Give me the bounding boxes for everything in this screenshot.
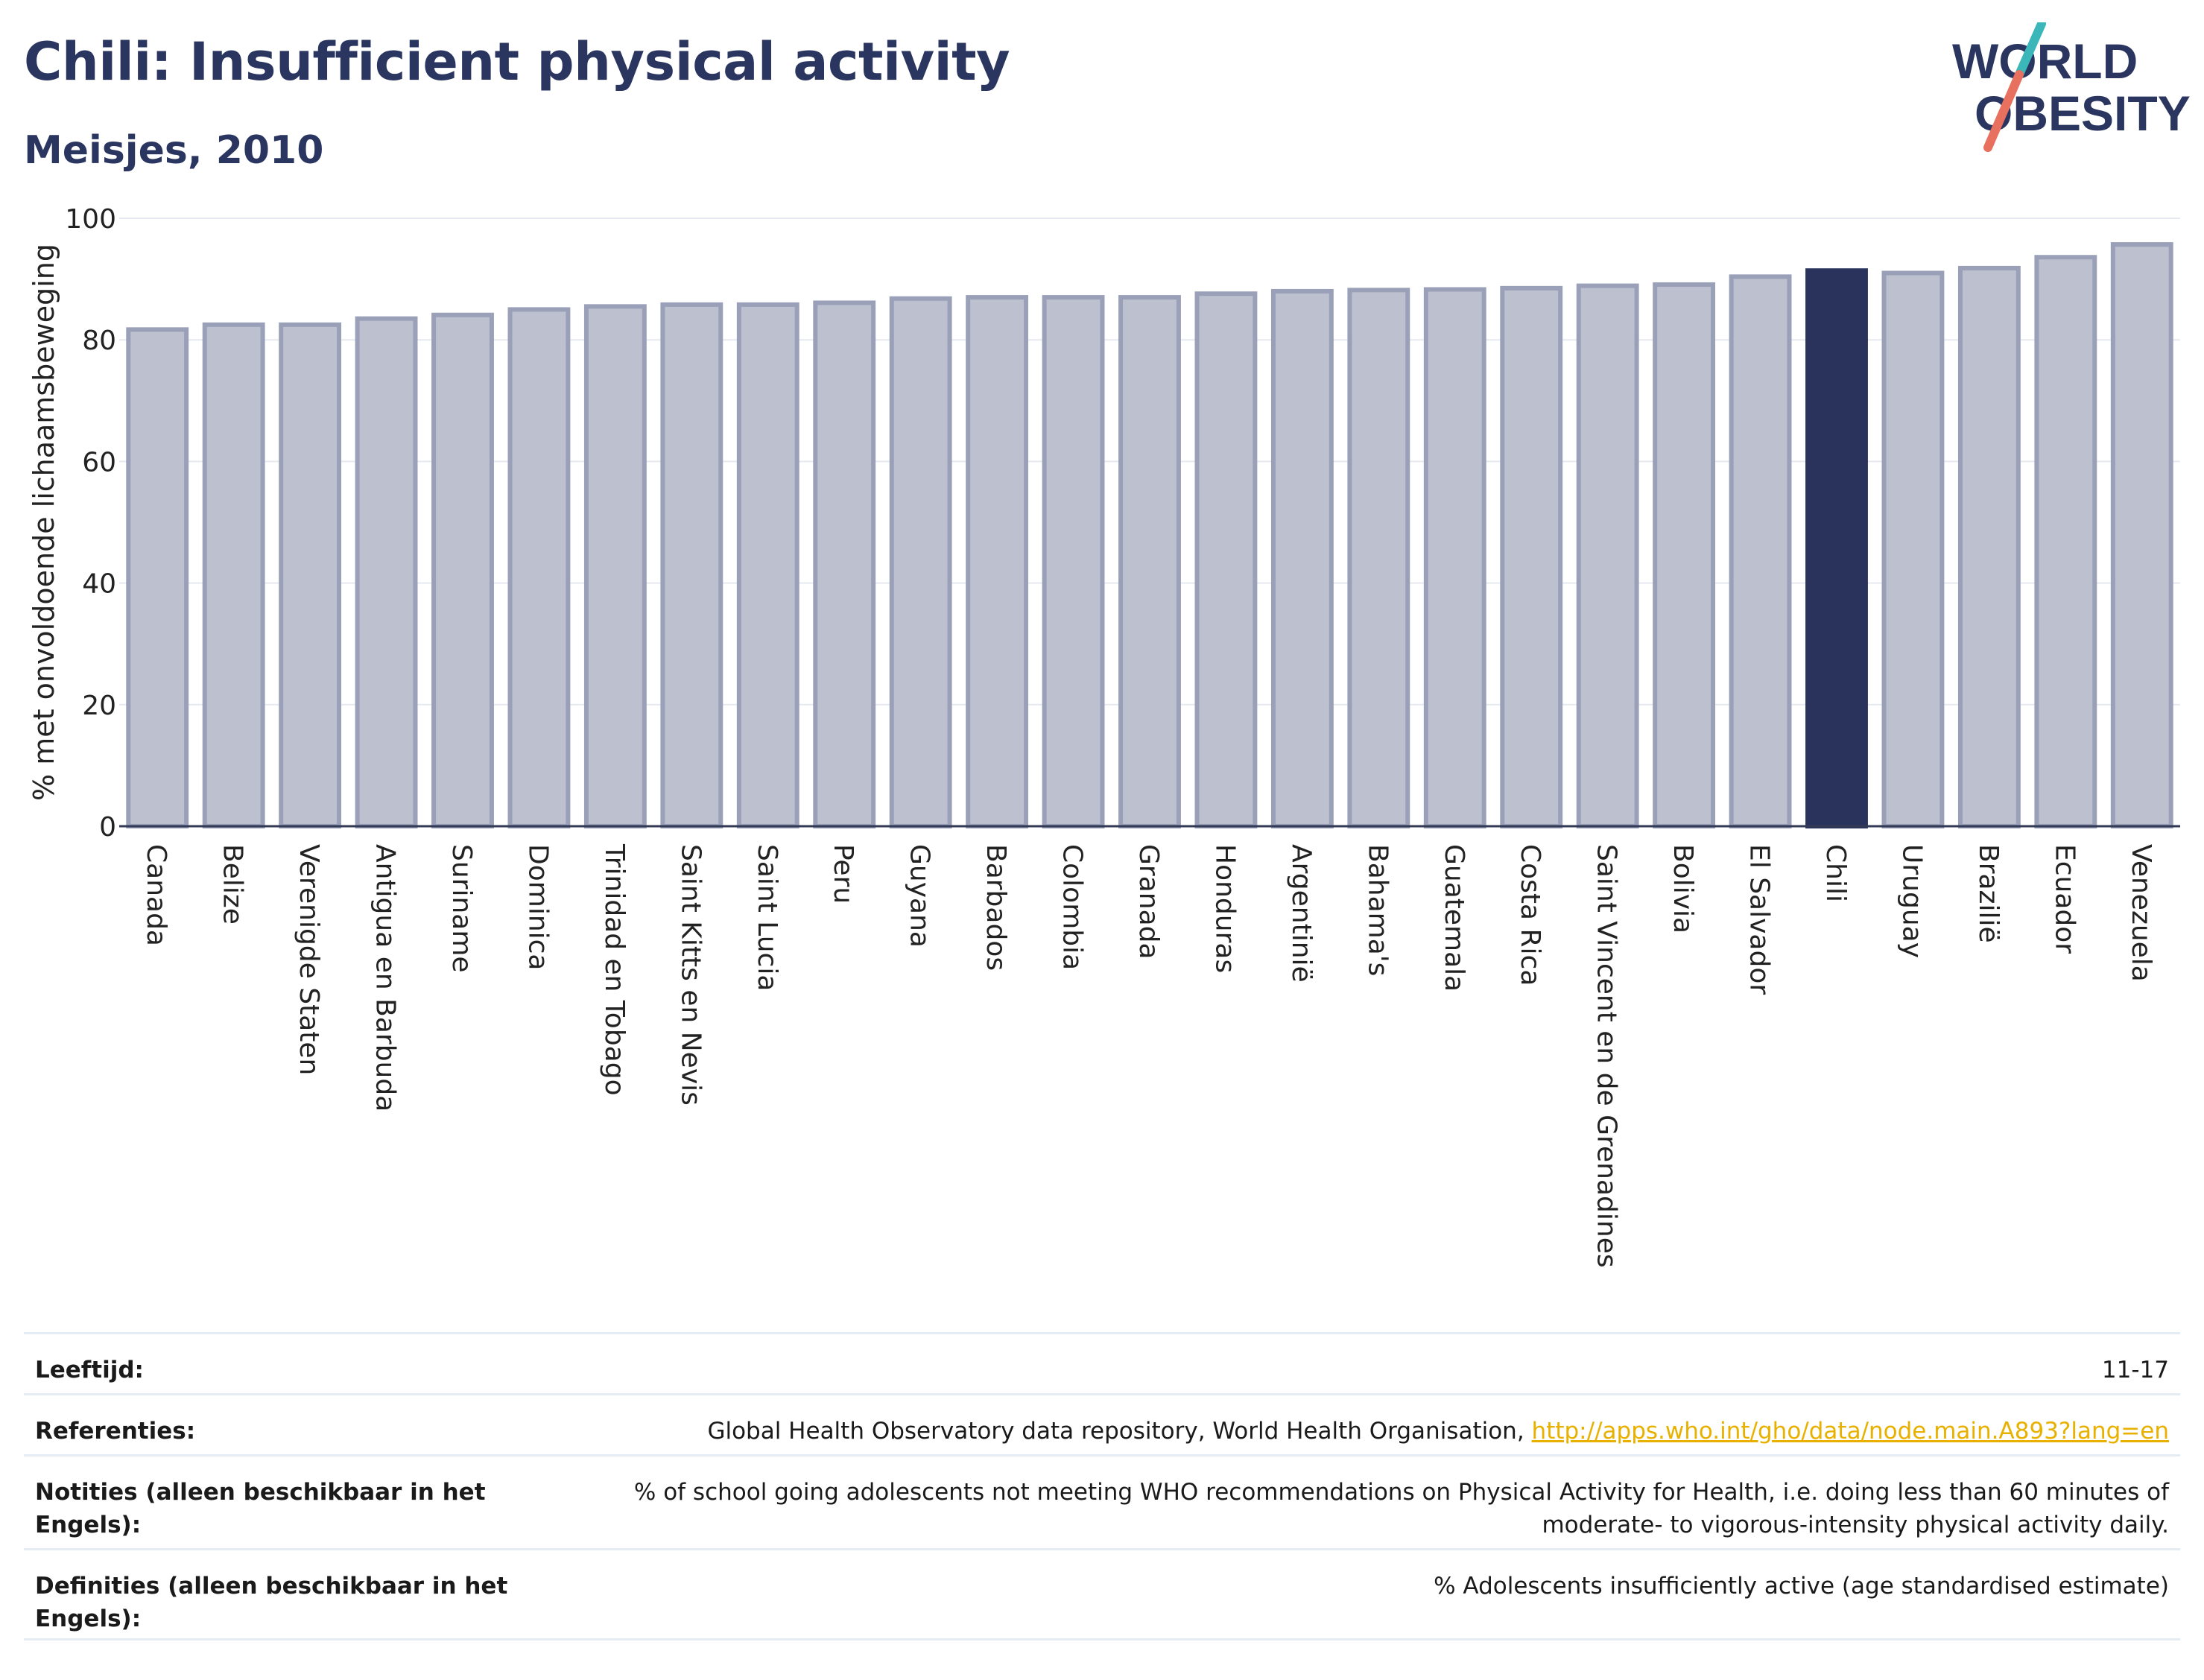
references-text: Global Health Observatory data repositor… xyxy=(707,1418,1532,1445)
bar xyxy=(813,300,876,828)
logo-slash-teal xyxy=(2015,22,2046,79)
y-tick-label: 60 xyxy=(82,447,116,478)
x-tick-label: Guyana xyxy=(905,844,935,948)
x-tick-label: Saint Vincent en de Grenadines xyxy=(1592,844,1622,1268)
footer-label-definitions: Definities (alleen beschikbaar in het En… xyxy=(35,1573,508,1632)
bar-chart: 0 20 40 60 80 100% met onvoldoende lichaamsbe… xyxy=(28,204,2180,1268)
footer-value-notes: % of school going adolescents not meetin… xyxy=(633,1479,2169,1538)
x-tick-label: Bolivia xyxy=(1668,844,1698,933)
x-tick-label: Guatemala xyxy=(1439,844,1469,992)
bar xyxy=(202,322,265,828)
x-tick-label: Saint Lucia xyxy=(752,844,782,991)
x-tick-label: Canada xyxy=(141,844,171,946)
footer-label-references: Referenties: xyxy=(35,1418,196,1445)
y-tick-label: 40 xyxy=(82,569,116,600)
logo-line1: WORLD xyxy=(1952,34,2138,89)
x-tick-label: Costa Rica xyxy=(1515,844,1545,986)
bar xyxy=(1270,288,1334,829)
x-tick-label: Ecuador xyxy=(2049,844,2080,954)
x-tick-label: Chili xyxy=(1820,844,1851,902)
footer-row-age: Leeftijd: 11-17 xyxy=(24,1332,2180,1393)
chart-subtitle: Meisjes, 2010 xyxy=(24,128,324,173)
y-tick-label: 100 xyxy=(65,204,116,235)
x-tick-label: Argentinië xyxy=(1286,844,1317,983)
y-tick-label: 20 xyxy=(82,691,116,721)
footer-label-age: Leeftijd: xyxy=(35,1357,144,1383)
bar xyxy=(736,302,799,828)
x-tick-label: Barbados xyxy=(981,844,1011,971)
y-axis-label: % met onvoldoende lichaamsbeweging xyxy=(28,244,60,801)
bar xyxy=(1881,270,1945,828)
x-tick-label: Verenigde Staten xyxy=(294,844,324,1075)
bar xyxy=(1423,287,1486,828)
bar xyxy=(1729,274,1792,828)
bar xyxy=(660,302,723,828)
bar xyxy=(1653,282,1716,829)
bar xyxy=(1805,268,1868,828)
bar xyxy=(966,295,1029,828)
x-tick-label: Antigua en Barbuda xyxy=(370,844,401,1112)
bar xyxy=(126,327,189,828)
x-tick-label: El Salvador xyxy=(1744,844,1775,995)
footer-value-references: Global Health Observatory data repositor… xyxy=(512,1415,2169,1448)
bar xyxy=(1500,285,1563,828)
bar xyxy=(889,296,952,829)
logo-slash-coral xyxy=(1983,70,2024,152)
y-tick-label: 0 xyxy=(99,812,116,843)
bar xyxy=(1347,288,1410,828)
x-tick-label: Colombia xyxy=(1057,844,1088,970)
x-tick-label: Venezuela xyxy=(2126,844,2156,982)
bar xyxy=(1576,283,1639,828)
y-tick-label: 80 xyxy=(82,326,116,356)
bar xyxy=(355,316,418,828)
footer-row-definitions: Definities (alleen beschikbaar in het En… xyxy=(24,1548,2180,1641)
bar xyxy=(431,312,494,828)
x-tick-label: Saint Kitts en Nevis xyxy=(675,844,706,1106)
footer-row-notes: Notities (alleen beschikbaar in het Enge… xyxy=(24,1454,2180,1548)
footer-label-notes: Notities (alleen beschikbaar in het Enge… xyxy=(35,1479,486,1538)
references-link[interactable]: http://apps.who.int/gho/data/node.main.A… xyxy=(1531,1418,2169,1445)
x-tick-label: Dominica xyxy=(522,844,553,971)
world-obesity-logo: WORLD OBESITY xyxy=(1952,22,2191,152)
footer-row-references: Referenties: Global Health Observatory d… xyxy=(24,1393,2180,1454)
bar xyxy=(1042,295,1105,828)
bar xyxy=(507,307,571,828)
bar xyxy=(1118,295,1181,828)
bar xyxy=(2034,255,2097,828)
x-tick-label: Uruguay xyxy=(1896,844,1927,958)
bar xyxy=(1194,291,1258,828)
x-tick-label: Trinidad en Tobago xyxy=(599,843,630,1096)
x-tick-label: Bahama's xyxy=(1362,844,1393,976)
x-tick-label: Peru xyxy=(828,844,858,904)
info-table: Leeftijd: 11-17 Referenties: Global Heal… xyxy=(24,1332,2180,1641)
x-tick-label: Granada xyxy=(1133,844,1164,960)
bar xyxy=(279,322,342,828)
bar xyxy=(2110,242,2173,828)
x-tick-label: Honduras xyxy=(1209,844,1240,973)
bar xyxy=(583,304,647,828)
chart-title: Chili: Insufficient physical activity xyxy=(24,31,1010,92)
x-tick-label: Belize xyxy=(218,844,248,925)
footer-value-definitions: % Adolescents insufficiently active (age… xyxy=(1434,1573,2169,1600)
x-tick-label: Brazilië xyxy=(1973,844,2004,943)
footer-value-age: 11-17 xyxy=(2101,1357,2169,1383)
x-tick-label: Suriname xyxy=(446,844,477,973)
bar xyxy=(1957,265,2021,828)
